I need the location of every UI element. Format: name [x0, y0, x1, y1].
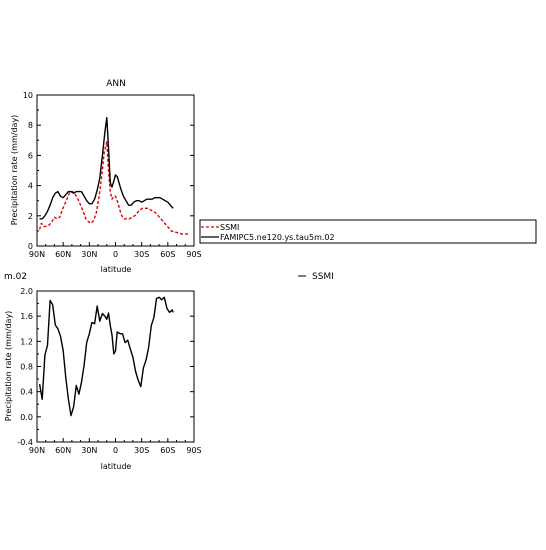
bottom-y-tick-label: 2.0 [20, 287, 33, 296]
top-x-tick-label: 60S [160, 250, 175, 259]
bottom-x-tick-label: 0 [113, 446, 118, 455]
chart-marks: 90N 60N 30N 0 30S 60S 90S 0 2 4 6 8 10 90N 60N 30N 0 30S 6… [17, 91, 201, 455]
bottom-x-tick-label: 60S [160, 446, 175, 455]
bottom-y-tick-label: 0.8 [20, 363, 33, 372]
legend-label-model: FAMIPC5.ne120.ys.tau5m.02 [220, 233, 335, 242]
bottom-title-fragment: m.02 [4, 272, 27, 282]
top-x-tick-label: 30S [134, 250, 149, 259]
legend-label-ssmi: SSMI [220, 223, 239, 232]
bottom-y-tick-label: 0.4 [20, 388, 33, 397]
bottom-legend-fragment: SSMI [312, 272, 334, 282]
top-x-axis-label: latitude [101, 265, 132, 274]
top-x-tick-label: 60N [55, 250, 71, 259]
top-y-tick-label: 4 [28, 182, 33, 191]
bottom-y-tick-label: 1.6 [20, 312, 33, 321]
bottom-x-tick-label: 90N [29, 446, 45, 455]
top-x-tick-label: 0 [113, 250, 118, 259]
bottom-x-tick-label: 90S [186, 446, 201, 455]
bottom-y-axis-label: Precipitation rate (mm/day) [4, 311, 13, 422]
top-y-tick-label: 2 [28, 212, 33, 221]
bottom-y-tick-label: 1.2 [20, 337, 33, 346]
top-y-tick-label: 6 [28, 151, 33, 160]
top-y-axis-label: Precipitation rate (mm/day) [10, 115, 19, 226]
top-y-tick-label: 0 [28, 242, 33, 251]
top-x-tick-label: 90N [29, 250, 45, 259]
bottom-x-tick-label: 30S [134, 446, 149, 455]
legend-box [199, 219, 537, 244]
top-y-tick-label: 10 [23, 91, 33, 100]
top-x-tick-label: 90S [186, 250, 201, 259]
bottom-y-tick-label: 0.0 [20, 413, 33, 422]
bottom-y-tick-label: -0.4 [17, 438, 33, 447]
bottom-x-axis-label: latitude [101, 462, 132, 471]
top-y-tick-label: 8 [28, 121, 33, 130]
bottom-x-tick-label: 30N [81, 446, 97, 455]
top-series-line-famipc5 [39, 116, 174, 220]
top-legend: SSMI FAMIPC5.ne120.ys.tau5m.02 [199, 219, 537, 244]
top-x-tick-label: 30N [81, 250, 97, 259]
bottom-series-line-0 [38, 296, 174, 417]
bottom-x-tick-label: 60N [55, 446, 71, 455]
top-chart-title: ANN [106, 79, 126, 89]
top-series-line-ssmi [38, 141, 190, 236]
